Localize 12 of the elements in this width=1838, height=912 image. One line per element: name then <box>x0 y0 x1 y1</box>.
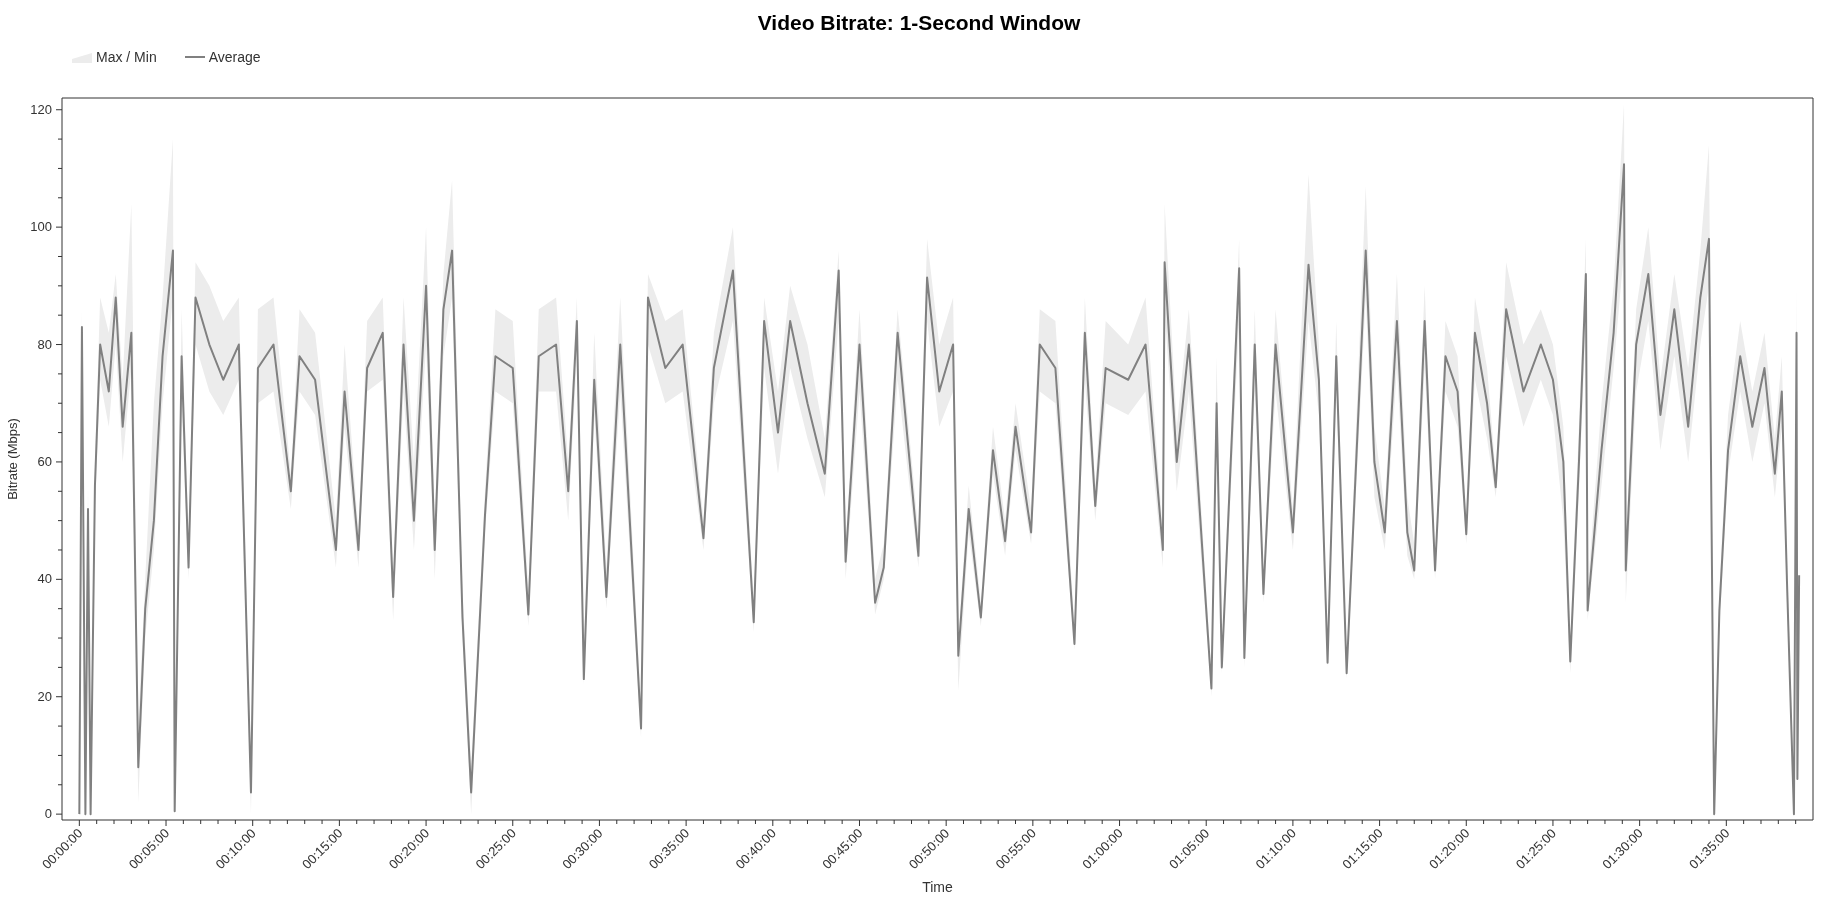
legend-label: Average <box>208 49 261 65</box>
y-tick-label: 40 <box>37 571 52 587</box>
y-tick-label: 60 <box>37 453 52 469</box>
y-tick-label: 80 <box>37 336 52 352</box>
y-axis-title: Bitrate (Mbps) <box>4 418 20 500</box>
y-tick-label: 100 <box>30 219 52 235</box>
y-tick-label: 0 <box>44 806 52 822</box>
y-tick-label: 120 <box>30 101 52 117</box>
chart-title: Video Bitrate: 1-Second Window <box>756 10 1082 36</box>
x-axis-title: Time <box>922 879 954 895</box>
text: Max / Min <box>96 49 157 65</box>
y-tick-label: 20 <box>37 688 52 704</box>
